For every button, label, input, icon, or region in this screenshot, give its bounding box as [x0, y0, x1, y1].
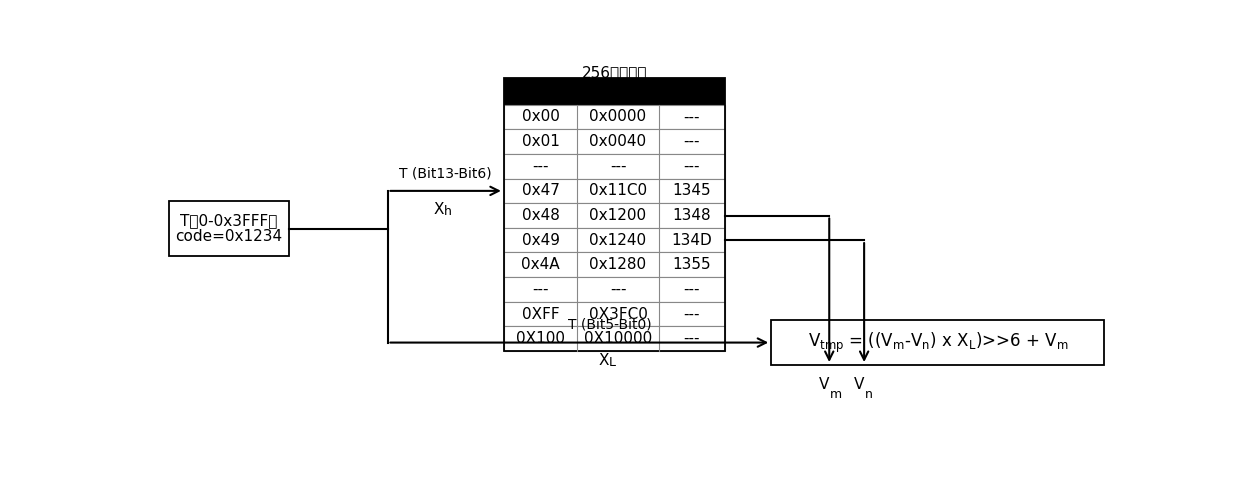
- Text: 0x0040: 0x0040: [589, 134, 646, 149]
- Bar: [503, 78, 724, 351]
- Bar: [503, 252, 724, 277]
- Text: T (Bit13-Bit6): T (Bit13-Bit6): [399, 166, 492, 180]
- Text: ---: ---: [683, 307, 699, 321]
- Text: 0x4A: 0x4A: [521, 257, 560, 272]
- Text: ---: ---: [683, 331, 699, 346]
- Bar: [503, 203, 724, 228]
- Text: 0x01: 0x01: [522, 134, 559, 149]
- Text: V: V: [818, 376, 830, 392]
- Bar: [503, 228, 724, 252]
- Text: ---: ---: [610, 159, 626, 174]
- Text: X: X: [434, 202, 444, 217]
- Text: 1345: 1345: [672, 184, 711, 198]
- Bar: [503, 78, 724, 105]
- Text: 1355: 1355: [672, 257, 711, 272]
- Text: 0x00: 0x00: [522, 110, 559, 125]
- Text: ---: ---: [532, 282, 549, 297]
- Text: 0X3FC0: 0X3FC0: [589, 307, 647, 321]
- Bar: [503, 302, 724, 326]
- Text: 0X10000: 0X10000: [584, 331, 652, 346]
- Text: 0x47: 0x47: [522, 184, 559, 198]
- Text: 0x1280: 0x1280: [589, 257, 646, 272]
- Bar: [503, 129, 724, 154]
- Bar: [503, 105, 724, 129]
- Text: ---: ---: [532, 159, 549, 174]
- Text: 0x1200: 0x1200: [589, 208, 646, 223]
- Text: X: X: [598, 354, 609, 368]
- Bar: [503, 277, 724, 302]
- Bar: [169, 201, 289, 256]
- Bar: [503, 179, 724, 203]
- Bar: [771, 320, 1105, 365]
- Text: ---: ---: [683, 110, 699, 125]
- Text: 1348: 1348: [672, 208, 711, 223]
- Text: 0x0000: 0x0000: [589, 110, 646, 125]
- Text: m: m: [830, 388, 842, 401]
- Text: $\mathdefault{V_{tmp}}$ = (($\mathdefault{V_m}$-$\mathdefault{V_n}$) x $\mathdef: $\mathdefault{V_{tmp}}$ = (($\mathdefaul…: [807, 331, 1068, 355]
- Text: ---: ---: [683, 282, 699, 297]
- Text: T（0-0x3FFF）: T（0-0x3FFF）: [180, 213, 278, 228]
- Text: 0XFF: 0XFF: [522, 307, 559, 321]
- Text: h: h: [444, 205, 451, 218]
- Text: 0x49: 0x49: [522, 233, 559, 248]
- Text: 256级查找表: 256级查找表: [582, 66, 647, 80]
- Text: 0x1240: 0x1240: [589, 233, 646, 248]
- Text: 0X100: 0X100: [516, 331, 565, 346]
- Text: ---: ---: [683, 134, 699, 149]
- Bar: [503, 326, 724, 351]
- Text: V: V: [854, 376, 864, 392]
- Text: ---: ---: [683, 159, 699, 174]
- Text: ---: ---: [610, 282, 626, 297]
- Text: n: n: [866, 388, 873, 401]
- Bar: [503, 154, 724, 179]
- Text: 0x11C0: 0x11C0: [589, 184, 647, 198]
- Text: 0x48: 0x48: [522, 208, 559, 223]
- Text: L: L: [609, 356, 616, 370]
- Text: code=0x1234: code=0x1234: [175, 229, 283, 244]
- Text: T (Bit5-Bit0): T (Bit5-Bit0): [568, 318, 652, 332]
- Text: 134D: 134D: [671, 233, 712, 248]
